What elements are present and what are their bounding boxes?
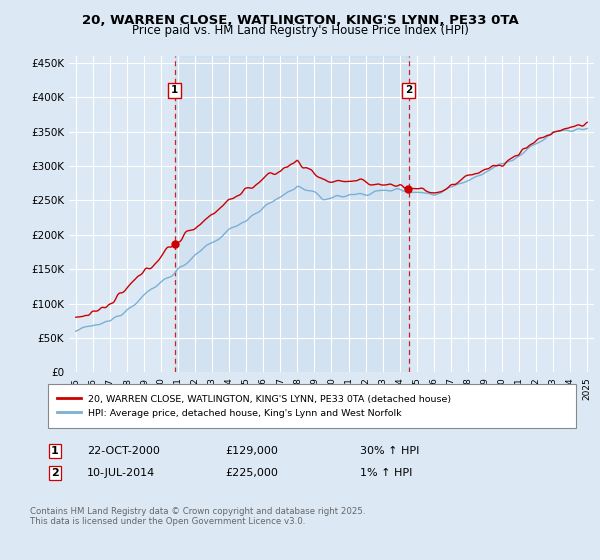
Text: 22-OCT-2000: 22-OCT-2000	[87, 446, 160, 456]
Text: 1: 1	[51, 446, 59, 456]
Text: Price paid vs. HM Land Registry's House Price Index (HPI): Price paid vs. HM Land Registry's House …	[131, 24, 469, 37]
Text: 30% ↑ HPI: 30% ↑ HPI	[360, 446, 419, 456]
Text: Contains HM Land Registry data © Crown copyright and database right 2025.
This d: Contains HM Land Registry data © Crown c…	[30, 507, 365, 526]
Text: 2: 2	[51, 468, 59, 478]
Legend: 20, WARREN CLOSE, WATLINGTON, KING'S LYNN, PE33 0TA (detached house), HPI: Avera: 20, WARREN CLOSE, WATLINGTON, KING'S LYN…	[53, 390, 455, 422]
Text: 1: 1	[171, 85, 178, 95]
Text: 20, WARREN CLOSE, WATLINGTON, KING'S LYNN, PE33 0TA: 20, WARREN CLOSE, WATLINGTON, KING'S LYN…	[82, 14, 518, 27]
Text: 2: 2	[405, 85, 412, 95]
Text: £129,000: £129,000	[225, 446, 278, 456]
Text: 1% ↑ HPI: 1% ↑ HPI	[360, 468, 412, 478]
Text: 10-JUL-2014: 10-JUL-2014	[87, 468, 155, 478]
Bar	[175, 56, 409, 372]
FancyBboxPatch shape	[48, 384, 576, 428]
Text: £225,000: £225,000	[225, 468, 278, 478]
